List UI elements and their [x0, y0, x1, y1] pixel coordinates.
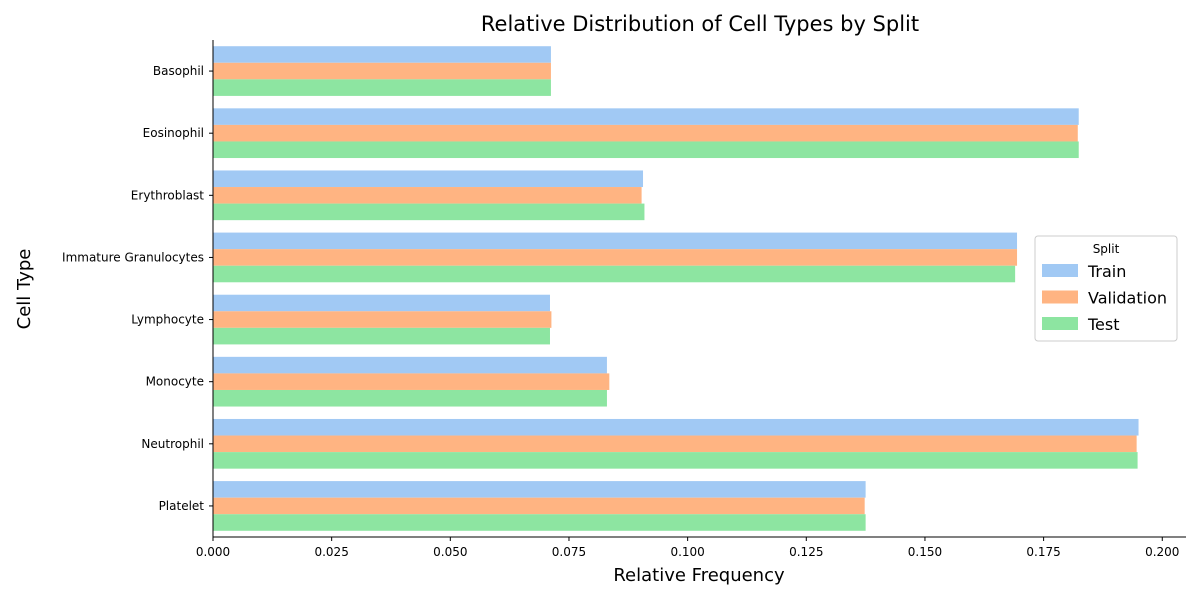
- bar-test-platelet: [213, 514, 866, 531]
- x-tick-label: 0.075: [552, 545, 586, 559]
- bar-validation-immature-granulocytes: [213, 249, 1018, 266]
- bar-train-neutrophil: [213, 418, 1139, 436]
- bar-validation-erythroblast: [213, 187, 642, 204]
- legend-swatch-train: [1042, 264, 1078, 277]
- y-tick-label: Monocyte: [146, 375, 204, 389]
- x-tick-label: 0.125: [789, 545, 823, 559]
- bar-test-immature-granulocytes: [213, 265, 1016, 283]
- bar-train-platelet: [213, 481, 866, 498]
- bar-train-monocyte: [213, 356, 607, 374]
- x-tick-label: 0.150: [908, 545, 942, 559]
- bar-validation-basophil: [213, 62, 551, 80]
- bar-validation-lymphocyte: [213, 311, 552, 328]
- x-tick-label: 0.175: [1026, 545, 1060, 559]
- legend-swatch-test: [1042, 317, 1078, 330]
- x-tick-label: 0.100: [670, 545, 704, 559]
- bar-test-lymphocyte: [213, 327, 550, 345]
- bar-train-immature-granulocytes: [213, 232, 1018, 250]
- x-tick-label: 0.050: [433, 545, 467, 559]
- y-tick-label: Erythroblast: [131, 188, 204, 202]
- bar-test-eosinophil: [213, 141, 1079, 159]
- bar-test-neutrophil: [213, 452, 1138, 469]
- legend-label-validation: Validation: [1088, 289, 1167, 308]
- bar-validation-neutrophil: [213, 435, 1137, 453]
- legend-items: Train Validation Test: [1042, 262, 1167, 334]
- legend-frame: [1034, 235, 1178, 342]
- y-tick-label: Eosinophil: [143, 126, 204, 140]
- legend: Split Train Validation Test: [1034, 235, 1178, 342]
- bar-test-monocyte: [213, 389, 607, 407]
- bar-test-erythroblast: [213, 203, 645, 221]
- bars-layer: [213, 46, 1139, 531]
- chart-title: Relative Distribution of Cell Types by S…: [481, 12, 919, 36]
- y-tick-label: Neutrophil: [141, 437, 204, 451]
- y-tick-label: Immature Granulocytes: [62, 250, 204, 264]
- legend-label-train: Train: [1087, 262, 1126, 281]
- bar-validation-monocyte: [213, 373, 610, 390]
- legend-swatch-validation: [1042, 290, 1078, 304]
- bar-validation-eosinophil: [213, 124, 1078, 142]
- bar-train-eosinophil: [213, 108, 1079, 125]
- axes-layer: Basophil Eosinophil Erythroblast Immature G…: [62, 40, 1186, 559]
- legend-label-test: Test: [1087, 315, 1120, 334]
- x-tick-label: 0.025: [314, 545, 348, 559]
- bar-test-basophil: [213, 79, 551, 96]
- y-tick-label: Lymphocyte: [131, 313, 204, 327]
- y-tick-label: Platelet: [159, 499, 205, 513]
- x-axis-title: Relative Frequency: [613, 565, 785, 586]
- x-tick-label: 0.200: [1145, 545, 1179, 559]
- y-axis-title: Cell Type: [14, 249, 35, 330]
- legend-title: Split: [1093, 242, 1120, 256]
- y-tick-label: Basophil: [153, 64, 204, 78]
- bar-validation-platelet: [213, 497, 865, 515]
- x-tick-label: 0.000: [196, 545, 230, 559]
- bar-train-lymphocyte: [213, 294, 550, 312]
- bar-train-erythroblast: [213, 170, 644, 188]
- bar-train-basophil: [213, 46, 551, 63]
